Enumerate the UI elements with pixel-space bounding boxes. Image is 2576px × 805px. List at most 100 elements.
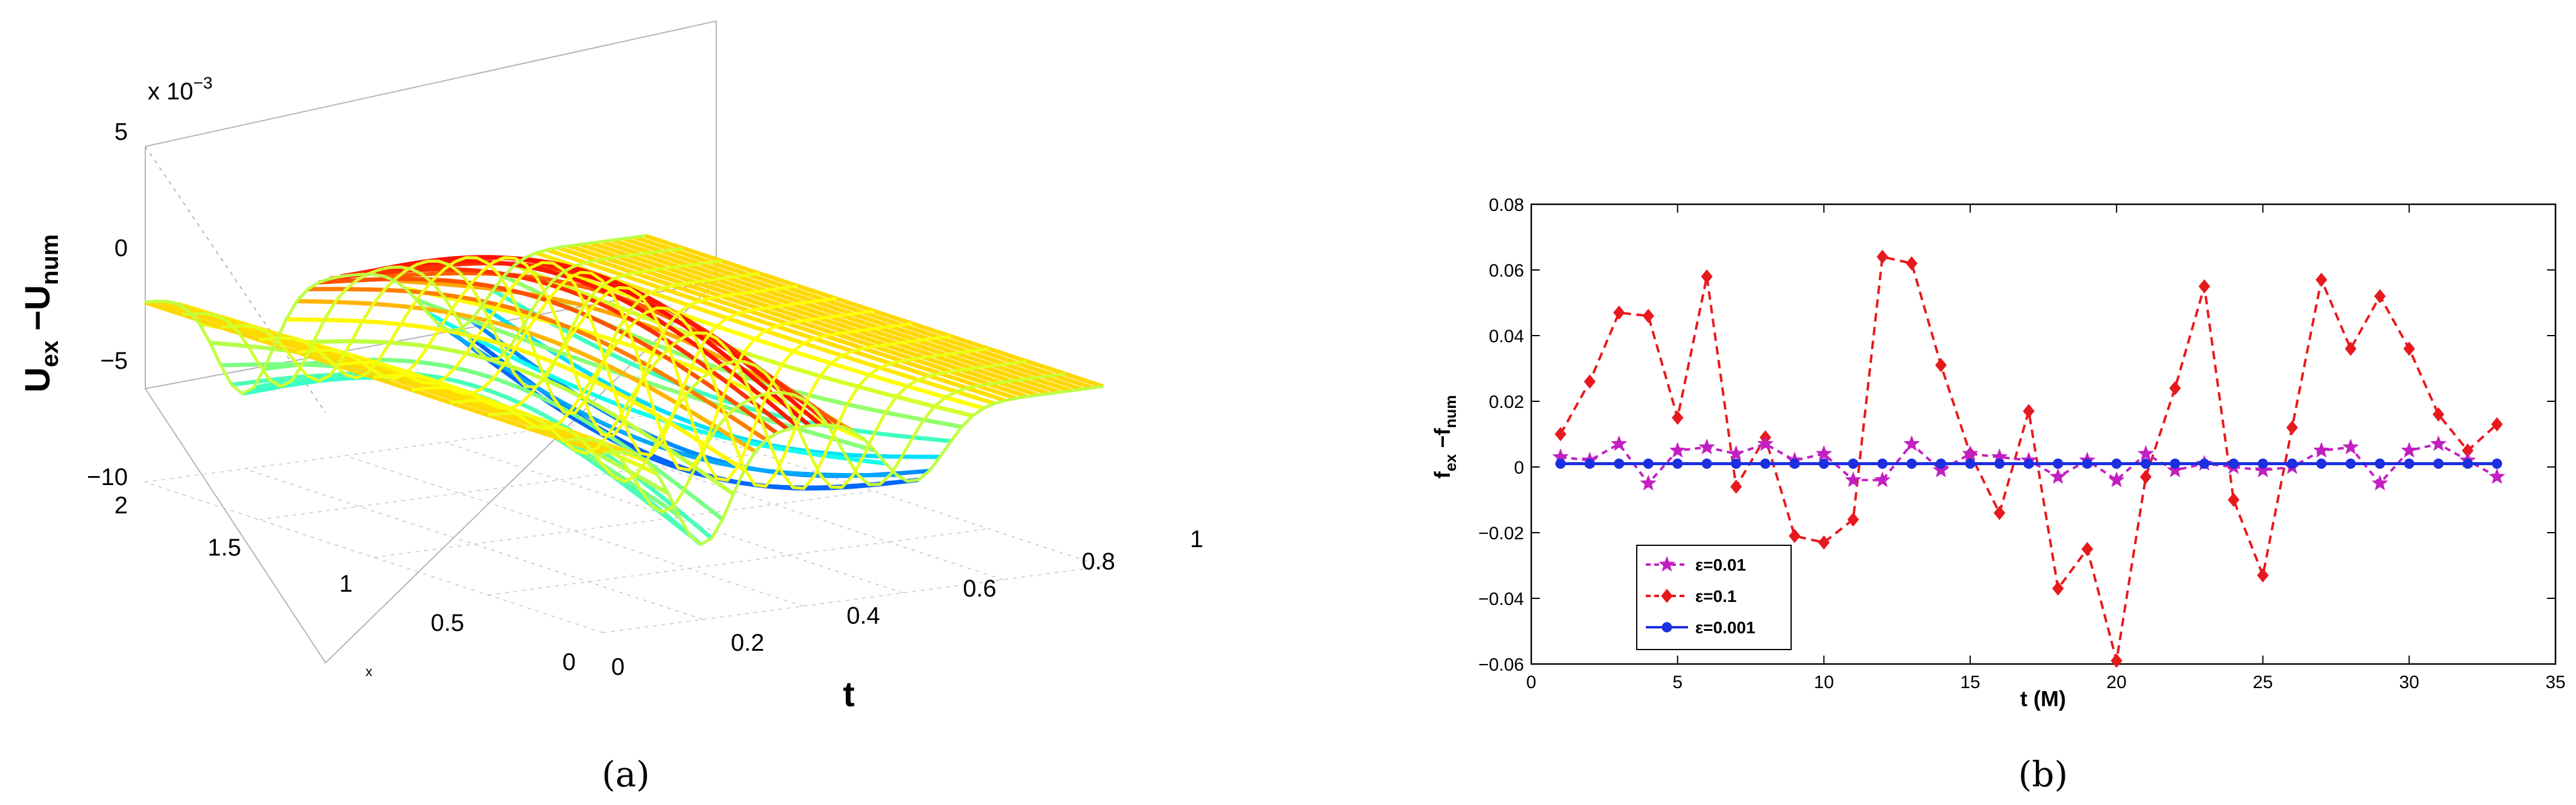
- y-tick-label: −0.06: [1478, 655, 1524, 675]
- t-axis-ticks: 0 0.2 0.4 0.6 0.8 1: [611, 526, 1203, 680]
- data-point: [1874, 471, 1891, 487]
- surface-mesh-line: [297, 256, 798, 438]
- data-point: [1640, 474, 1657, 490]
- data-point: [1728, 445, 1745, 461]
- data-point: [2492, 459, 2502, 469]
- y-tick-label: 0.02: [1489, 392, 1524, 412]
- data-point: [2199, 459, 2209, 469]
- data-point: [2404, 459, 2414, 469]
- data-point: [2316, 459, 2327, 469]
- z-tick-label: −10: [87, 464, 128, 490]
- data-point: [2462, 459, 2473, 469]
- data-point: [1847, 512, 1859, 527]
- data-point: [1584, 374, 1596, 389]
- surface-mesh-line: [412, 286, 913, 482]
- z-tick-label: 0: [115, 235, 128, 262]
- legend-marker: [1661, 589, 1673, 603]
- data-point: [2082, 459, 2093, 469]
- surface-mesh-line: [602, 384, 1104, 547]
- t-axis-label: t: [843, 675, 854, 714]
- y-tick-label: 0.04: [1489, 327, 1524, 346]
- data-point: [2256, 568, 2269, 583]
- x-tick-label: 10: [1814, 672, 1834, 692]
- data-point: [2372, 474, 2389, 490]
- x-axis-ticks: 2 1.5 1 0.5 0: [115, 492, 576, 675]
- data-point: [1935, 358, 1947, 372]
- data-point: [1760, 459, 1771, 469]
- error-surface-mesh: [143, 233, 1104, 547]
- data-point: [2345, 342, 2357, 356]
- data-point: [2169, 381, 2181, 395]
- data-point: [2254, 461, 2272, 478]
- data-point: [1815, 445, 1833, 461]
- data-point: [1642, 309, 1654, 324]
- data-point: [1876, 249, 1889, 264]
- data-point: [1701, 269, 1713, 284]
- data-point: [2286, 420, 2298, 435]
- z-axis-label: Uex −Unum: [18, 234, 63, 393]
- data-point: [2167, 461, 2184, 478]
- data-point: [1906, 256, 1918, 271]
- t-tick-label: 0.4: [846, 603, 880, 629]
- data-point: [2137, 445, 2155, 461]
- data-point: [1848, 459, 1859, 469]
- surface-mesh-line: [526, 360, 1027, 489]
- x-tick-label: 30: [2399, 672, 2419, 692]
- x-tick-label: 5: [1672, 672, 1683, 692]
- t-tick-label: 1: [1190, 526, 1203, 553]
- data-point: [2374, 289, 2386, 304]
- z-tick-label: 5: [115, 119, 128, 145]
- data-point: [2433, 407, 2445, 422]
- legend-marker: [1661, 622, 1672, 633]
- surface-mesh-line: [259, 255, 760, 415]
- t-tick-label: 0: [611, 654, 625, 680]
- t-tick-label: 0.6: [963, 575, 997, 602]
- data-point: [1554, 427, 1567, 442]
- legend-label: ε=0.1: [1695, 587, 1737, 606]
- data-point: [2345, 459, 2356, 469]
- data-point: [2489, 468, 2505, 484]
- x-tick-label: 25: [2253, 672, 2273, 692]
- data-point: [1818, 535, 1830, 550]
- y-tick-label: 0.08: [1489, 195, 1524, 215]
- x-tick-label: 1: [339, 571, 353, 597]
- data-point: [1965, 459, 1976, 469]
- data-point: [2111, 653, 2123, 668]
- data-point: [1994, 459, 2005, 469]
- data-point: [1932, 461, 1950, 478]
- y-tick-label: 0.06: [1489, 261, 1524, 281]
- legend-label: ε=0.001: [1695, 618, 1756, 637]
- data-point: [1936, 459, 1947, 469]
- data-point: [2111, 459, 2122, 469]
- data-point: [1701, 459, 1712, 469]
- data-point: [2052, 581, 2064, 596]
- data-point: [2108, 471, 2125, 487]
- data-point: [1903, 435, 1920, 451]
- data-point: [2313, 442, 2330, 458]
- surface-mesh-line: [144, 234, 646, 396]
- x-tick-label: 0.5: [430, 610, 464, 636]
- data-point: [1614, 459, 1625, 469]
- data-point: [2401, 442, 2417, 458]
- data-point: [2023, 404, 2035, 419]
- caption-a: (a): [602, 754, 650, 795]
- data-point: [2140, 469, 2152, 484]
- series-line: [1559, 255, 2498, 662]
- x-tick-label: 15: [1960, 672, 1980, 692]
- z-axis-ticks: 5 0 −5 −10: [87, 119, 128, 490]
- data-point: [1994, 506, 2006, 521]
- data-point: [1757, 435, 1774, 451]
- data-point: [1789, 528, 1801, 543]
- data-point: [1643, 459, 1654, 469]
- data-point: [1672, 459, 1683, 469]
- data-point: [1818, 459, 1829, 469]
- x-tick-label: 2: [115, 492, 128, 519]
- data-point: [2050, 468, 2067, 484]
- z-scale-multiplier: x 10−3: [148, 74, 213, 105]
- x-axis-label: t (M): [2020, 686, 2066, 711]
- x-tick-label: 1.5: [207, 534, 241, 561]
- data-point: [1731, 459, 1742, 469]
- surface-mesh-line: [564, 372, 1066, 514]
- data-point: [1845, 471, 1862, 487]
